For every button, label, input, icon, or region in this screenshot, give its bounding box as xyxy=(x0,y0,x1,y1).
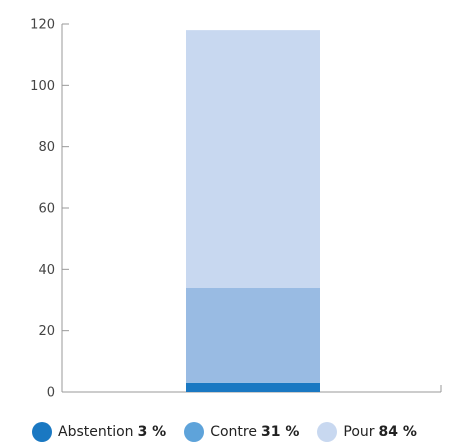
legend-value-pour: 84 % xyxy=(378,424,417,440)
legend-swatch-pour xyxy=(317,422,338,442)
bar-segments xyxy=(186,30,320,392)
legend-value-abstention: 3 % xyxy=(137,424,167,440)
legend-swatch-abstention xyxy=(32,422,52,442)
legend-item-contre: Contre 31 % xyxy=(184,422,299,442)
y-tick-label: 100 xyxy=(30,79,55,94)
legend-item-abstention: Abstention 3 % xyxy=(32,422,166,442)
legend-label-contre: Contre xyxy=(210,424,257,440)
y-tick-label: 60 xyxy=(38,202,55,217)
y-tick-label: 80 xyxy=(38,140,55,155)
legend-value-contre: 31 % xyxy=(260,424,300,440)
y-axis-ticks: 0 20 40 60 80 100 120 xyxy=(30,18,69,401)
legend-swatch-contre xyxy=(184,422,205,442)
legend: Abstention 3 % Contre 31 % Pour 84 % xyxy=(32,422,417,442)
legend-label-pour: Pour xyxy=(343,424,375,440)
bar-segment-abstention xyxy=(186,382,320,392)
bar-segment-contre xyxy=(186,287,320,383)
y-tick-label: 40 xyxy=(38,263,55,278)
legend-item-pour: Pour 84 % xyxy=(317,422,417,442)
y-tick-label: 20 xyxy=(38,324,55,339)
bar-segment-pour xyxy=(186,30,320,288)
y-tick-label: 0 xyxy=(47,386,55,401)
y-tick-label: 120 xyxy=(30,18,55,33)
legend-label-abstention: Abstention xyxy=(58,424,134,440)
